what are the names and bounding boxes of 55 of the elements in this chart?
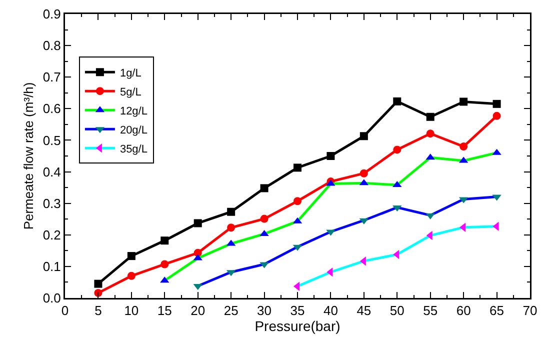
legend-label: 12g/L xyxy=(120,105,148,118)
point xyxy=(94,280,102,288)
x-tick-label: 60 xyxy=(456,303,471,318)
legend-label: 5g/L xyxy=(120,86,142,98)
point xyxy=(360,132,368,140)
point xyxy=(393,146,402,154)
y-tick-label: 0.5 xyxy=(42,132,61,148)
y-tick-label: 0.9 xyxy=(42,6,61,22)
legend-label: 20g/L xyxy=(120,124,148,136)
y-tick-label: 0.8 xyxy=(42,38,61,54)
point xyxy=(460,142,468,151)
y-tick-label: 0.2 xyxy=(42,227,61,242)
point xyxy=(194,219,202,228)
y-axis-title: Permeate flow rate (m³/h) xyxy=(21,82,36,230)
y-tick-label: 0.7 xyxy=(42,70,61,85)
point xyxy=(393,97,402,106)
legend-label: 1g/L xyxy=(120,67,142,80)
point xyxy=(260,184,268,192)
point xyxy=(127,252,136,260)
point xyxy=(160,260,169,268)
point xyxy=(426,112,434,121)
point xyxy=(227,208,236,216)
x-tick-label: 10 xyxy=(124,303,139,318)
y-tick-label: 0.0 xyxy=(42,290,61,306)
x-axis-title: Pressure(bar) xyxy=(254,318,340,334)
y-tick-label: 0.3 xyxy=(42,196,61,211)
y-tick-label: 0.4 xyxy=(42,164,61,180)
x-tick-label: 20 xyxy=(190,303,206,318)
point xyxy=(492,112,501,120)
point xyxy=(227,224,236,232)
point xyxy=(260,214,268,223)
legend-label: 35g/L xyxy=(120,143,148,156)
x-tick-label: 25 xyxy=(224,303,238,318)
point xyxy=(294,197,302,206)
point xyxy=(127,272,136,280)
y-tick-label: 0.6 xyxy=(42,101,61,116)
x-tick-label: 5 xyxy=(94,303,102,318)
x-tick-label: 65 xyxy=(490,303,504,318)
x-tick-label: 45 xyxy=(356,303,372,318)
x-tick-label: 55 xyxy=(423,303,438,318)
x-tick-label: 15 xyxy=(157,303,172,318)
x-tick-label: 70 xyxy=(522,303,538,318)
point xyxy=(360,169,368,178)
point xyxy=(160,236,169,245)
y-tick-label: 0.1 xyxy=(42,258,61,274)
point xyxy=(326,152,335,160)
point xyxy=(492,100,501,108)
point xyxy=(426,130,434,138)
x-tick-label: 35 xyxy=(290,303,305,318)
x-tick-label: 0 xyxy=(61,303,69,318)
point xyxy=(294,164,302,172)
x-tick-label: 30 xyxy=(257,303,272,318)
x-tick-label: 40 xyxy=(323,303,338,318)
x-tick-label: 50 xyxy=(390,303,404,318)
point xyxy=(460,98,468,106)
